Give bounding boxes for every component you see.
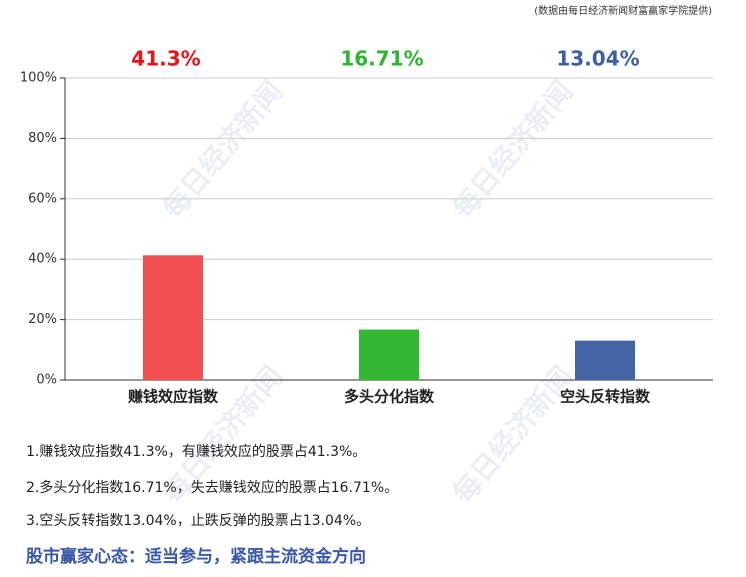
- y-tick-label: 100%: [20, 71, 57, 86]
- x-tick-label: 赚钱效应指数: [127, 388, 219, 406]
- note: 2.多头分化指数16.71%，失去赚钱效应的股票占16.71%。: [26, 479, 398, 496]
- bar: [575, 340, 635, 380]
- bar: [359, 329, 419, 380]
- note: 1.赚钱效应指数41.3%，有赚钱效应的股票占41.3%。: [26, 443, 366, 460]
- y-tick-label: 80%: [28, 131, 57, 146]
- footer: 股市赢家心态：适当参与，紧跟主流资金方向: [26, 546, 366, 567]
- y-tick-label: 40%: [28, 252, 57, 267]
- y-tick-label: 20%: [28, 312, 57, 327]
- y-tick-label: 0%: [36, 373, 57, 388]
- note: 3.空头反转指数13.04%，止跌反弹的股票占13.04%。: [26, 513, 370, 529]
- y-tick-label: 60%: [28, 191, 57, 206]
- value-label: 16.71%: [340, 47, 423, 71]
- x-tick-label: 多头分化指数: [344, 388, 435, 406]
- value-label: 13.04%: [556, 47, 639, 71]
- x-tick-label: 空头反转指数: [560, 388, 651, 406]
- source-note: (数据由每日经济新闻财富赢家学院提供): [534, 4, 712, 17]
- bar: [143, 255, 203, 380]
- value-label: 41.3%: [131, 47, 200, 71]
